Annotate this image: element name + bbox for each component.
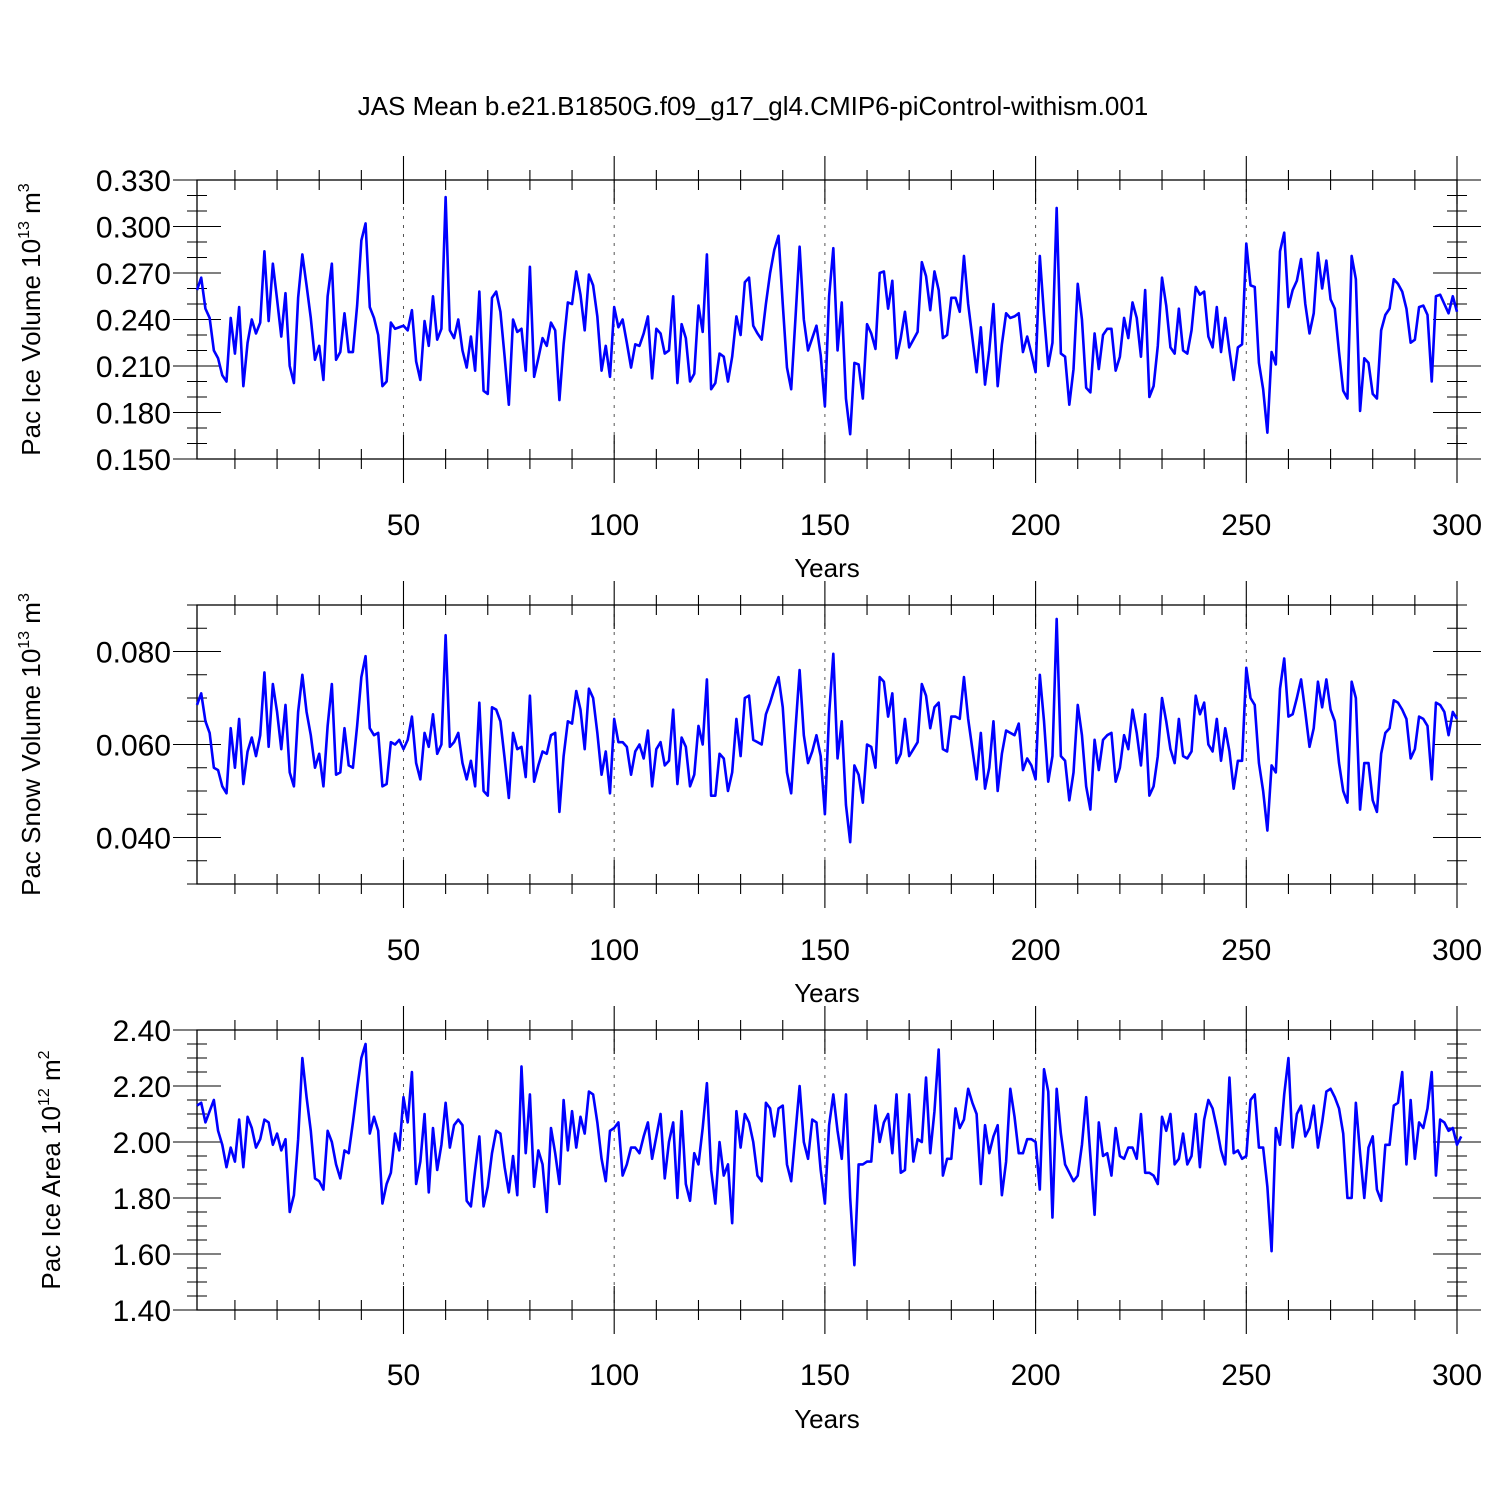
chart-3-xtick-label: 100 bbox=[589, 1359, 639, 1392]
panels: 0.150 0.180 0.210 0.240 0.270 0.300 0.330 50 100… bbox=[16, 156, 1482, 1434]
chart-1-ytick-label: 0.270 bbox=[96, 258, 171, 291]
chart-2-xtick-label: 200 bbox=[1011, 934, 1061, 967]
chart-3: 1.40 1.60 1.80 2.00 2.20 2.40 50 100 150 200 250 30… bbox=[36, 1006, 1482, 1434]
chart-2-ytick-label: 0.080 bbox=[96, 637, 171, 670]
chart-2-series-line-1 bbox=[195, 617, 1459, 844]
chart-2-xtick-label: 300 bbox=[1432, 934, 1482, 967]
chart-3-y-axis-title-unit: m bbox=[36, 1059, 66, 1088]
chart-1-ytick-label: 0.300 bbox=[96, 212, 171, 245]
chart-3-ytick-label: 2.40 bbox=[113, 1015, 171, 1048]
chart-1-series-line-1 bbox=[195, 195, 1459, 436]
chart-1-xtick-label: 150 bbox=[800, 509, 850, 542]
chart-1-y-axis-title: Pac Ice Volume 1013 m3 bbox=[16, 183, 46, 456]
chart-2-y-axis-title-exponent: 13 bbox=[16, 631, 33, 649]
chart-3-y-axis-title-unit-exponent: 2 bbox=[36, 1050, 53, 1059]
chart-1-ytick-label: 0.240 bbox=[96, 305, 171, 338]
chart-1-ytick-label: 0.150 bbox=[96, 444, 171, 477]
chart-1-y-axis-title-unit-exponent: 3 bbox=[16, 183, 33, 192]
chart-3-ytick-label: 2.20 bbox=[113, 1071, 171, 1104]
chart-2-ytick-label: 0.060 bbox=[96, 730, 171, 763]
chart-1-xtick-label: 300 bbox=[1432, 509, 1482, 542]
chart-3-xtick-label: 200 bbox=[1011, 1359, 1061, 1392]
chart-1-x-axis-title: Years bbox=[794, 553, 860, 583]
chart-2-xtick-label: 250 bbox=[1221, 934, 1271, 967]
chart-2-xtick-label: 100 bbox=[589, 934, 639, 967]
chart-3-ytick-label: 1.80 bbox=[113, 1183, 171, 1216]
chart-2-ytick-label: 0.040 bbox=[96, 823, 171, 856]
chart-3-xtick-label: 150 bbox=[800, 1359, 850, 1392]
chart-3-y-axis-title-exponent: 12 bbox=[36, 1088, 53, 1106]
chart-1-ytick-label: 0.210 bbox=[96, 351, 171, 384]
chart-3-ytick-label: 1.60 bbox=[113, 1239, 171, 1272]
chart-2: 0.040 0.060 0.080 50 100 150 200 250 300 Years Pac… bbox=[16, 581, 1482, 1008]
chart-3-xtick-label: 50 bbox=[387, 1359, 420, 1392]
chart-2-y-axis-title-unit-exponent: 3 bbox=[16, 593, 33, 602]
chart-3-y-axis-title: Pac Ice Area 1012 m2 bbox=[36, 1050, 66, 1289]
chart-3-frame bbox=[196, 1029, 1458, 1311]
chart-3-y-axis-title-text: Pac Ice Area 10 bbox=[36, 1106, 66, 1290]
chart-2-y-axis-title-unit: m bbox=[16, 602, 46, 631]
chart-2-xtick-label: 150 bbox=[800, 934, 850, 967]
chart-1-frame bbox=[196, 179, 1458, 460]
chart-1-y-axis-title-unit: m bbox=[16, 192, 46, 221]
chart-1-ytick-label: 0.180 bbox=[96, 398, 171, 431]
chart-1-xtick-label: 100 bbox=[589, 509, 639, 542]
chart-3-xtick-label: 250 bbox=[1221, 1359, 1271, 1392]
chart-2-y-axis-title: Pac Snow Volume 1013 m3 bbox=[16, 593, 46, 896]
chart-1-y-axis-title-exponent: 13 bbox=[16, 221, 33, 239]
chart-3-series-line-1 bbox=[196, 1042, 1463, 1267]
figure-title: JAS Mean b.e21.B1850G.f09_g17_gl4.CMIP6-… bbox=[358, 91, 1149, 121]
chart-2-x-axis-title: Years bbox=[794, 978, 860, 1008]
chart-1-ytick-label: 0.330 bbox=[96, 165, 171, 198]
chart-3-ytick-label: 2.00 bbox=[113, 1127, 171, 1160]
chart-3-xtick-label: 300 bbox=[1432, 1359, 1482, 1392]
chart-1: 0.150 0.180 0.210 0.240 0.270 0.300 0.330 50 100… bbox=[16, 156, 1482, 583]
chart-2-xtick-label: 50 bbox=[387, 934, 420, 967]
chart-2-y-axis-title-text: Pac Snow Volume 10 bbox=[16, 649, 46, 896]
chart-1-xtick-label: 50 bbox=[387, 509, 420, 542]
chart-1-xtick-label: 200 bbox=[1011, 509, 1061, 542]
chart-3-x-axis-title: Years bbox=[794, 1404, 860, 1434]
chart-2-frame bbox=[196, 604, 1458, 885]
chart-3-ytick-label: 1.40 bbox=[113, 1295, 171, 1328]
chart-1-y-axis-title-text: Pac Ice Volume 10 bbox=[16, 239, 46, 456]
chart-1-xtick-label: 250 bbox=[1221, 509, 1271, 542]
